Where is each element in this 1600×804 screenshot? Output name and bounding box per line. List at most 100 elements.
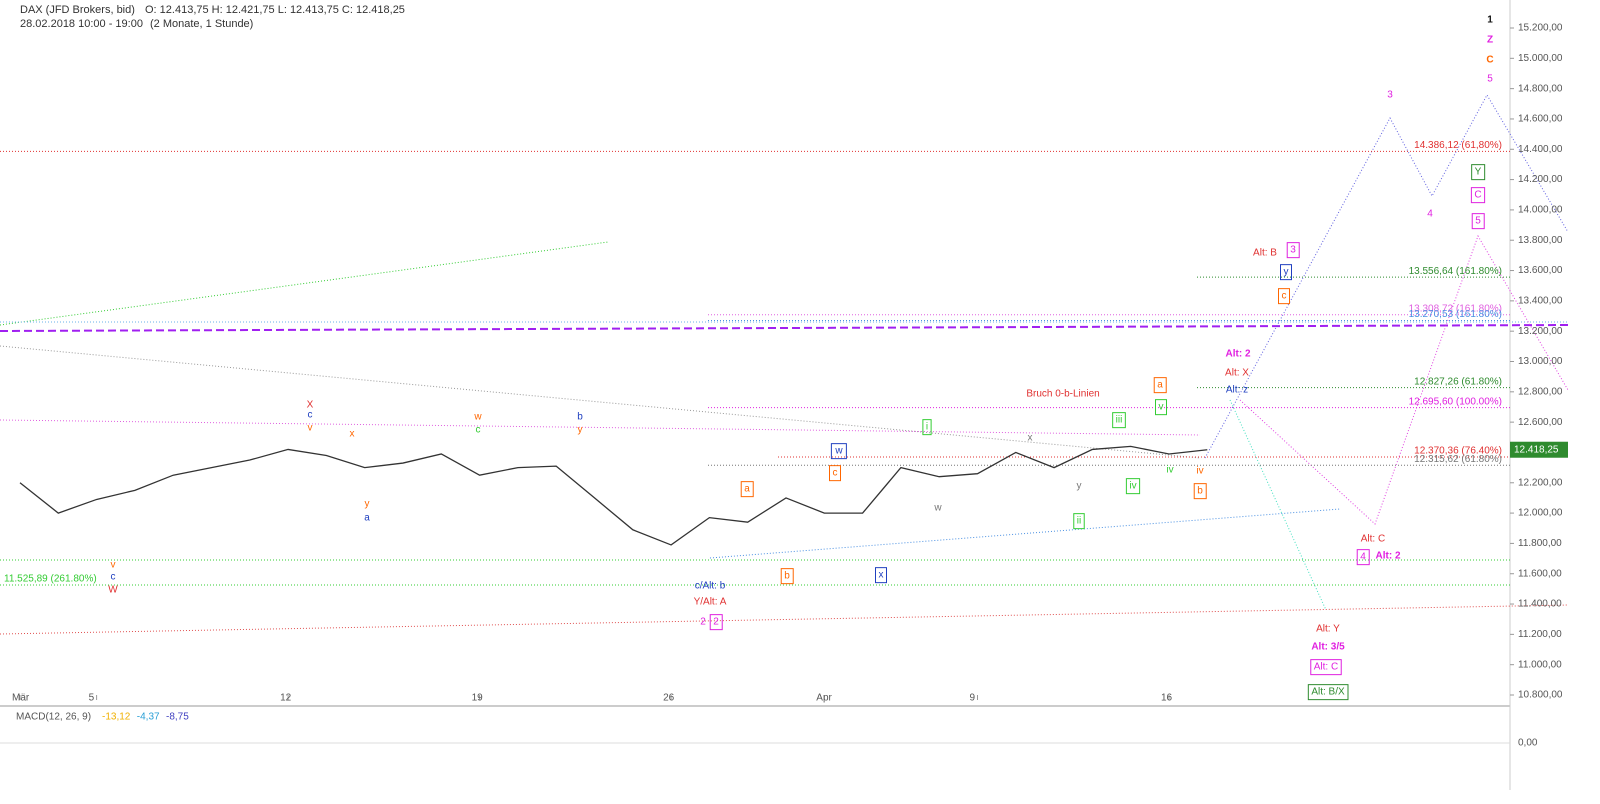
trend-line [709,508,1341,559]
y-tick-label: 12.200,00 [1518,477,1563,488]
wave-label: iii [1116,415,1123,426]
wave-label: w [834,446,843,457]
y-tick-label: 13.000,00 [1518,356,1563,367]
y-tick-label: 11.000,00 [1518,659,1562,670]
wave-label: 4 [1360,552,1366,563]
wave-label: x [1028,433,1033,444]
wave-label: X [307,400,314,411]
wave-box [1112,412,1126,429]
level-label: 12.827,26 (61.80%) [1414,376,1502,387]
projection-path [1239,234,1569,525]
wave-box [1193,483,1207,500]
wave-box [1310,659,1342,676]
wave-label: Alt: C [1314,662,1338,673]
y-tick-label: 12.600,00 [1518,417,1563,428]
wave-label: Alt: 2 [1376,551,1401,562]
wave-label: i [926,422,928,433]
wave-label: Alt: B [1253,248,1277,259]
wave-label: b [577,412,583,423]
x-tick-label: Mär [12,693,30,704]
wave-label: ii [1077,516,1081,527]
wave-label: Alt: Y [1316,624,1340,635]
wave-box [1286,242,1300,259]
y-tick-label: 12.800,00 [1518,386,1563,397]
trend-line [0,324,1569,332]
wave-box [1307,684,1349,701]
price-line [19,445,1208,546]
wave-box [1471,164,1486,181]
wave-label: Alt: C [1361,534,1385,545]
trend-line [0,604,1569,635]
y-tick-label: 11.600,00 [1518,568,1562,579]
x-tick-label: 19 [472,693,484,704]
wave-label: Y [1475,167,1482,178]
wave-box [1125,478,1141,495]
y-tick-label: 14.200,00 [1518,174,1563,185]
x-tick-label: Apr [816,693,832,704]
wave-box [1471,213,1485,230]
wave-box [740,481,754,498]
wave-label: y [1284,267,1289,278]
wave-label: c/Alt: b [695,581,726,592]
level-label: 14.386,12 (61,80%) [1414,140,1502,151]
y-tick-label: 10.800,00 [1518,690,1563,701]
y-tick-label: 13.400,00 [1518,296,1563,307]
wave-label: w [933,503,942,514]
y-tick-label: 15.200,00 [1518,23,1563,34]
wave-label: 2 [700,617,706,628]
wave-label: y [1077,481,1082,492]
chart-title: DAX (JFD Brokers, bid) [20,4,135,16]
wave-label: c [833,468,838,479]
macd-value: -8,75 [166,712,189,723]
wave-box [830,443,847,460]
trend-line [0,241,609,326]
level-label: 12.315,62 (61.80%) [1414,454,1502,465]
price-tag-label: 12.418,25 [1514,444,1559,455]
y-tick-label: 14.800,00 [1518,83,1563,94]
wave-box [780,568,794,585]
y-tick-label: 13.800,00 [1518,235,1563,246]
wave-label: 2 [713,617,719,628]
level-label: 12.695,60 (100.00%) [1409,396,1502,407]
wave-label: x [879,570,884,581]
wave-label: iv [1129,481,1136,492]
wave-box [1278,288,1290,305]
wave-label: 1 [1487,15,1493,26]
wave-label: v [308,423,313,434]
wave-box [1153,377,1167,394]
macd-tick-label: 0,00 [1518,738,1538,749]
wave-label: Alt: 2 [1226,349,1251,360]
level-label: 13.556,64 (161.80%) [1409,266,1502,277]
x-tick-label: 5 [89,693,95,704]
x-tick-label: 9 [970,693,976,704]
wave-label: 5 [1475,216,1481,227]
period: 28.02.2018 10:00 - 19:00 [20,18,143,30]
x-tick-label: 26 [663,693,675,704]
wave-label: Alt: 3/5 [1311,642,1345,653]
y-tick-label: 13.200,00 [1518,326,1563,337]
wave-label: a [364,513,370,524]
wave-label: a [744,484,750,495]
wave-label: c [476,425,481,436]
wave-label: Alt: z [1226,385,1248,396]
wave-box [1470,187,1486,204]
trend-line [0,345,1201,459]
projection-path [1204,93,1569,459]
level-label: 13.308,72 (161.80%) [1409,303,1502,314]
level-label: 11.525,89 (261.80%) [4,574,97,585]
wave-label: C [1486,55,1493,66]
wave-label: c [111,572,116,583]
y-tick-label: 14.000,00 [1518,205,1563,216]
wave-box [922,419,932,436]
x-tick-label: 16 [1161,693,1173,704]
wave-label: a [1157,380,1163,391]
y-tick-label: 12.000,00 [1518,508,1563,519]
x-tick-label: 12 [280,693,292,704]
wave-label: 5 [1487,74,1493,85]
y-tick-label: 15.000,00 [1518,53,1563,64]
wave-label: c [1282,291,1287,302]
y-tick-label: 11.400,00 [1518,599,1562,610]
wave-label: x [350,429,355,440]
y-tick-label: 11.200,00 [1518,629,1562,640]
range-note: (2 Monate, 1 Stunde) [150,18,253,30]
